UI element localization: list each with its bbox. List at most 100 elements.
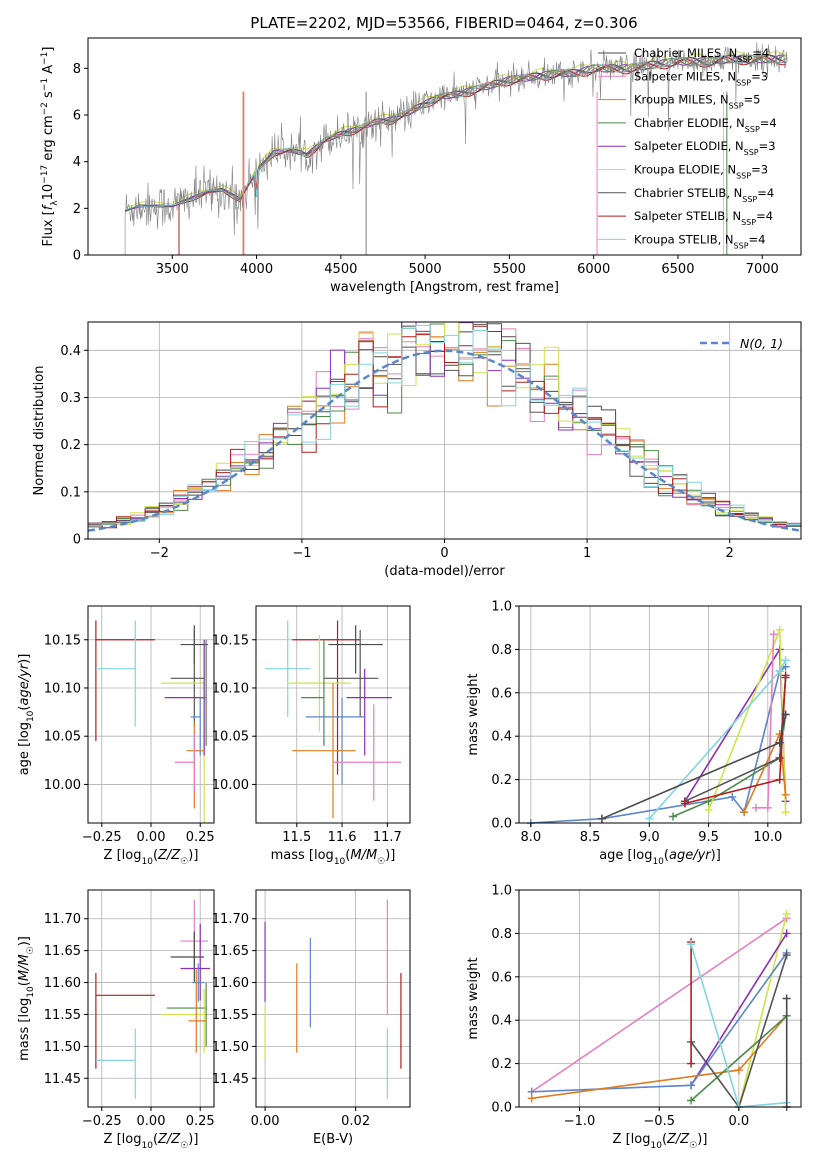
- x-tick-label: −2: [150, 546, 169, 561]
- legend-label-chabrier_elodie: Chabrier ELODIE, NSSP=4: [634, 116, 777, 133]
- weight-marker-gaussian: [728, 792, 737, 801]
- weight-marker-kroupa_miles: [734, 1066, 743, 1075]
- x-tick-label: 4500: [324, 262, 357, 277]
- y-tick-label: 0.0: [491, 1101, 512, 1116]
- weight-marker-kroupa_stelib: [687, 940, 696, 949]
- weight-marker-chabrier_miles: [597, 814, 606, 823]
- x-tick-label: 5500: [493, 262, 526, 277]
- y-tick-label: 11.70: [44, 912, 81, 927]
- weight-marker-chabrier_miles: [775, 738, 784, 747]
- weight-marker-chabrier_elodie: [669, 812, 678, 821]
- y-tick-label: 0.4: [60, 344, 81, 359]
- x-tick-label: −1.0: [564, 1114, 596, 1129]
- x-tick-label: −0.5: [643, 1114, 675, 1129]
- y-tick-label: 11.50: [44, 1040, 81, 1055]
- x-tick-label: 7000: [746, 262, 779, 277]
- y-tick-label: 0.4: [491, 1014, 512, 1029]
- errorbar-plot-area: [95, 620, 209, 823]
- observed-spectrum-line: [124, 42, 788, 255]
- weight-marker-chabrier_miles: [781, 710, 790, 719]
- y-tick-label: 8: [73, 62, 81, 77]
- y-tick-label: 0.3: [60, 391, 81, 406]
- legend-label-chabrier_stelib: Chabrier STELIB, NSSP=4: [634, 186, 774, 204]
- y-tick-label: 0.2: [491, 773, 512, 788]
- weight-vs-Z-x-axis-label: Z [log10(Z/Z☉)]: [613, 1132, 708, 1151]
- y-tick-label: 11.70: [212, 912, 249, 927]
- y-tick-label: 0.4: [491, 730, 512, 745]
- y-tick-label: 0.8: [491, 927, 512, 942]
- weight-marker-kroupa_miles: [781, 790, 790, 799]
- weight-marker-kroupa_miles: [740, 808, 749, 817]
- y-tick-label: 11.45: [212, 1072, 249, 1087]
- mass-vs-metallicity-panel: −0.25 0.00 0.25 11.45 11.50 11.55 11.60 11.65 11…: [17, 889, 215, 1151]
- weight-marker-salpeter_stelib: [687, 1059, 696, 1068]
- x-tick-label: 10.0: [753, 830, 782, 845]
- y-tick-label: 0.0: [491, 817, 512, 832]
- weight-line-salpeter_miles: [531, 917, 788, 1093]
- x-tick-label: 11.6: [328, 830, 357, 845]
- y-tick-label: 11.55: [212, 1008, 249, 1023]
- x-tick-label: 11.7: [373, 830, 402, 845]
- y-tick-label: 11.45: [44, 1072, 81, 1087]
- x-tick-label: 0.00: [137, 830, 166, 845]
- weight-marker-salpeter_miles: [769, 630, 778, 639]
- weight-marker-kroupa_stelib: [645, 814, 654, 823]
- y-tick-label: 11.60: [212, 976, 249, 991]
- legend-label-normal: N(0, 1): [740, 336, 783, 351]
- weight-marker-kroupa_elodie: [781, 808, 790, 817]
- x-tick-label: 0.00: [251, 1114, 280, 1129]
- y-tick-label: 10.05: [212, 730, 249, 745]
- axes-frame: [255, 605, 411, 824]
- x-tick-label: −0.25: [82, 1114, 122, 1129]
- weight-vs-age-panel: 8.0 8.5 9.0 9.5 10.0 0.0 0.2 0.4 0.6 0.8 1.0 age [l…: [466, 600, 802, 867]
- x-tick-label: −1: [292, 546, 311, 561]
- weight-marker-kroupa_stelib: [775, 667, 784, 676]
- y-tick-label: 10.10: [44, 681, 81, 696]
- legend-label-kroupa_miles: Kroupa MILES, NSSP=5: [634, 93, 760, 111]
- x-tick-label: 9.5: [698, 830, 719, 845]
- age-vs-metallicity-panel: −0.25 0.00 0.25 10.00 10.05 10.10 10.15 Z [log1…: [17, 605, 215, 867]
- axes-frame: [255, 889, 411, 1108]
- weight-marker-salpeter_stelib: [680, 799, 689, 808]
- errorbar-plot-area: [95, 899, 211, 1099]
- axes-frame: [87, 37, 802, 256]
- residuals-panel: −2 −1 0 1 2 0 0.1 0.2 0.3 0.4 (data-model)/error No…: [32, 321, 802, 579]
- weight-marker-salpeter_stelib: [775, 775, 784, 784]
- weight-marker-chabrier_elodie: [687, 1096, 696, 1105]
- mass-vs-EBV-x-axis-label: E(B-V): [313, 1132, 353, 1147]
- x-tick-label: 0.00: [137, 1114, 166, 1129]
- axes-frame: [518, 605, 802, 824]
- residuals-x-axis-label: (data-model)/error: [384, 564, 505, 579]
- y-tick-label: 4: [73, 155, 81, 170]
- y-tick-label: 11.60: [44, 976, 81, 991]
- legend-label-salpeter_elodie: Salpeter ELODIE, NSSP=3: [634, 139, 776, 157]
- mass-vs-Z-x-axis-label: Z [log10(Z/Z☉)]: [104, 1132, 199, 1151]
- weight-marker-kroupa_elodie: [775, 625, 784, 634]
- y-tick-label: 0: [73, 249, 81, 264]
- x-tick-label: 5000: [409, 262, 442, 277]
- residuals-y-axis-label: Normed distribution: [32, 366, 47, 496]
- spectrum-panel: 3500 4000 4500 5000 5500 6000 6500 7000 0 2 4 6 8 wav…: [40, 37, 802, 295]
- weight-vs-Z-y-axis-label: mass weight: [466, 957, 481, 1039]
- spectrum-title: PLATE=2202, MJD=53566, FIBERID=0464, z=0…: [250, 14, 637, 32]
- x-tick-label: 3500: [156, 262, 189, 277]
- legend-label-kroupa_stelib: Kroupa STELIB, NSSP=4: [634, 232, 765, 250]
- age-vs-mass-panel: 11.5 11.6 11.7 10.00 10.05 10.10 10.15 mass [lo…: [212, 605, 411, 867]
- x-tick-label: 0: [440, 546, 448, 561]
- x-tick-label: 9.0: [639, 830, 660, 845]
- histogram-plot-area: [88, 322, 801, 532]
- spectrum-plot-area: [124, 42, 788, 255]
- weight-marker-kroupa_miles: [527, 1094, 536, 1103]
- x-tick-label: 0.0: [729, 1114, 750, 1129]
- weight-line-salpeter_elodie: [690, 932, 788, 1086]
- y-tick-label: 10.15: [44, 633, 81, 648]
- age-vs-mass-x-axis-label: mass [log10(M/M☉)]: [271, 848, 396, 867]
- y-tick-label: 0.2: [60, 438, 81, 453]
- spectrum-y-axis-label: Flux [fλ10−17 erg cm−2 s−1 A−1]: [40, 47, 60, 247]
- y-tick-label: 0.2: [491, 1057, 512, 1072]
- weight-marker-kroupa_elodie: [782, 909, 791, 918]
- legend-label-chabrier_miles: Chabrier MILES, NSSP=4: [634, 46, 769, 64]
- y-tick-label: 0.6: [491, 686, 512, 701]
- x-tick-label: 6000: [577, 262, 610, 277]
- weight-marker-gaussian: [687, 1081, 696, 1090]
